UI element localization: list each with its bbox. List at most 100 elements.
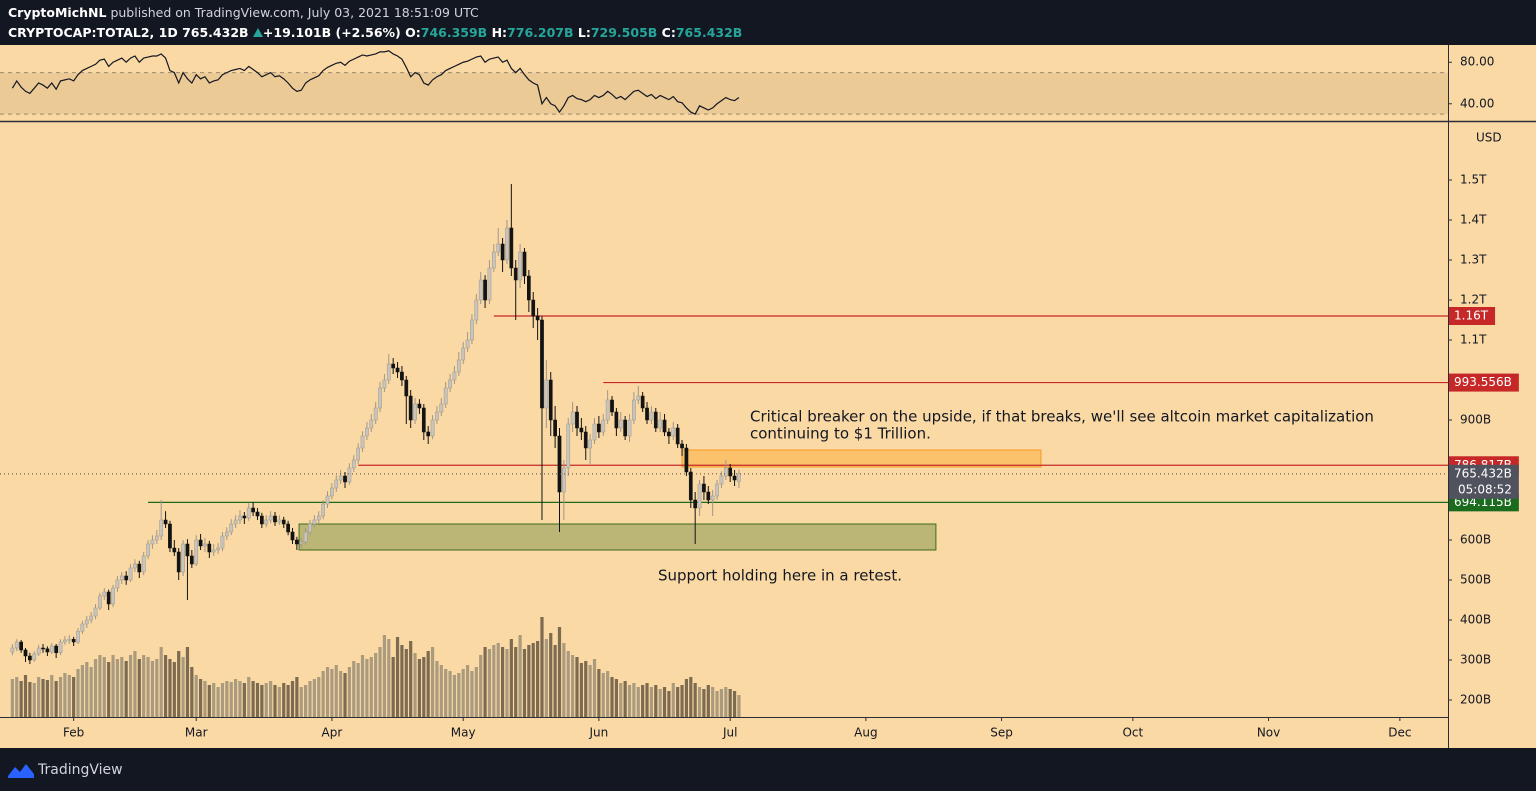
- volume-bar: [676, 687, 680, 717]
- candle-body: [566, 423, 571, 469]
- candle-body: [540, 319, 544, 409]
- volume-bar: [163, 655, 168, 717]
- candle-body: [452, 371, 457, 381]
- volume-bar: [509, 639, 513, 717]
- candle-body: [224, 531, 229, 537]
- volume-bar: [684, 679, 689, 717]
- volume-bar: [198, 679, 203, 717]
- candle-body: [303, 531, 308, 543]
- zone: [298, 523, 937, 551]
- candle-body: [645, 407, 649, 421]
- candle-body: [181, 543, 185, 573]
- volume-bar: [536, 641, 540, 717]
- candle-body: [535, 315, 540, 321]
- candle-body: [76, 630, 80, 643]
- volume-bar: [299, 687, 303, 717]
- volume-bar: [544, 639, 548, 717]
- volume-bar: [557, 627, 562, 717]
- volume-bar: [439, 665, 443, 717]
- level-label: 993.556B: [1454, 375, 1512, 389]
- candle-body: [588, 439, 592, 449]
- published: published on TradingView.com, July 03, 2…: [110, 5, 479, 20]
- candle-body: [723, 467, 728, 477]
- rsi-pane: [0, 50, 1448, 115]
- candle-body: [373, 407, 378, 421]
- volume-bar: [514, 647, 518, 717]
- volume-bar: [177, 651, 181, 717]
- volume-bar: [54, 681, 58, 717]
- candle-body: [233, 519, 238, 525]
- volume-bar: [50, 675, 54, 717]
- volume-bar: [181, 657, 185, 717]
- x-tick-label: Jun: [589, 726, 609, 740]
- candle-body: [732, 475, 737, 481]
- candle-body: [618, 419, 623, 429]
- volume-bar: [444, 669, 448, 717]
- countdown: 05:08:52: [1458, 482, 1512, 496]
- candle-body: [198, 539, 203, 547]
- volume-bar: [619, 683, 623, 717]
- x-tick-label: Aug: [854, 726, 877, 740]
- candle-body: [124, 575, 129, 581]
- symbol[interactable]: CRYPTOCAP:TOTAL2, 1D: [8, 25, 178, 40]
- volume-bar: [304, 685, 308, 717]
- volume-bar: [133, 651, 137, 717]
- candle-body: [487, 267, 492, 301]
- volume-bar: [330, 669, 334, 717]
- candle-body: [330, 487, 334, 497]
- chart-background: [0, 45, 1536, 748]
- volume-bar: [636, 687, 640, 717]
- volume-bar: [479, 655, 483, 717]
- candle-body: [395, 367, 400, 373]
- high: 776.207B: [507, 25, 574, 40]
- candle-body: [106, 591, 111, 605]
- volume-bar: [282, 683, 286, 717]
- volume-bar: [395, 637, 400, 717]
- volume-bar: [461, 669, 465, 717]
- volume-bar: [584, 661, 588, 717]
- volume-bar: [273, 685, 277, 717]
- candle-body: [98, 595, 102, 609]
- volume-bar: [737, 695, 741, 717]
- price-pane: Critical breaker on the upside, if that …: [0, 184, 1448, 717]
- volume-bar: [216, 687, 220, 717]
- candle-body: [715, 483, 719, 497]
- candle-body: [115, 579, 120, 589]
- volume-bar: [452, 675, 457, 717]
- candle-body: [45, 648, 50, 653]
- candle-body: [14, 641, 19, 649]
- volume-bar: [571, 655, 575, 717]
- brand[interactable]: TradingView: [38, 762, 123, 778]
- up-arrow: [252, 28, 263, 37]
- candle-body: [159, 519, 164, 537]
- volume-bar: [382, 635, 387, 717]
- author[interactable]: CryptoMichNL: [8, 5, 107, 20]
- volume-bar: [518, 635, 522, 717]
- volume-bar: [553, 645, 557, 717]
- volume-bar: [671, 683, 675, 717]
- candle-body: [281, 519, 286, 525]
- volume-bar: [120, 657, 124, 717]
- y-tick-label: 1.4T: [1460, 213, 1487, 227]
- volume-bar: [290, 681, 295, 717]
- volume-bar: [500, 647, 505, 717]
- volume-bar: [124, 661, 128, 717]
- volume-bar: [80, 665, 85, 717]
- volume-bar: [649, 687, 654, 717]
- candle-body: [141, 555, 146, 573]
- candle-body: [242, 515, 247, 519]
- footer: TradingView: [0, 748, 1536, 791]
- volume-bar: [374, 653, 378, 717]
- volume-bar: [448, 671, 452, 717]
- y-tick-label: 200B: [1460, 693, 1491, 707]
- volume-bar: [67, 675, 71, 717]
- candle-body: [71, 638, 76, 643]
- volume-bar: [23, 675, 28, 717]
- candle-body: [277, 519, 282, 523]
- volume-bar: [312, 679, 316, 717]
- candle-body: [229, 523, 234, 533]
- candle-body: [316, 515, 321, 521]
- publish-line: CryptoMichNL published on TradingView.co…: [8, 5, 479, 20]
- candle-body: [343, 475, 347, 483]
- candle-body: [308, 523, 312, 533]
